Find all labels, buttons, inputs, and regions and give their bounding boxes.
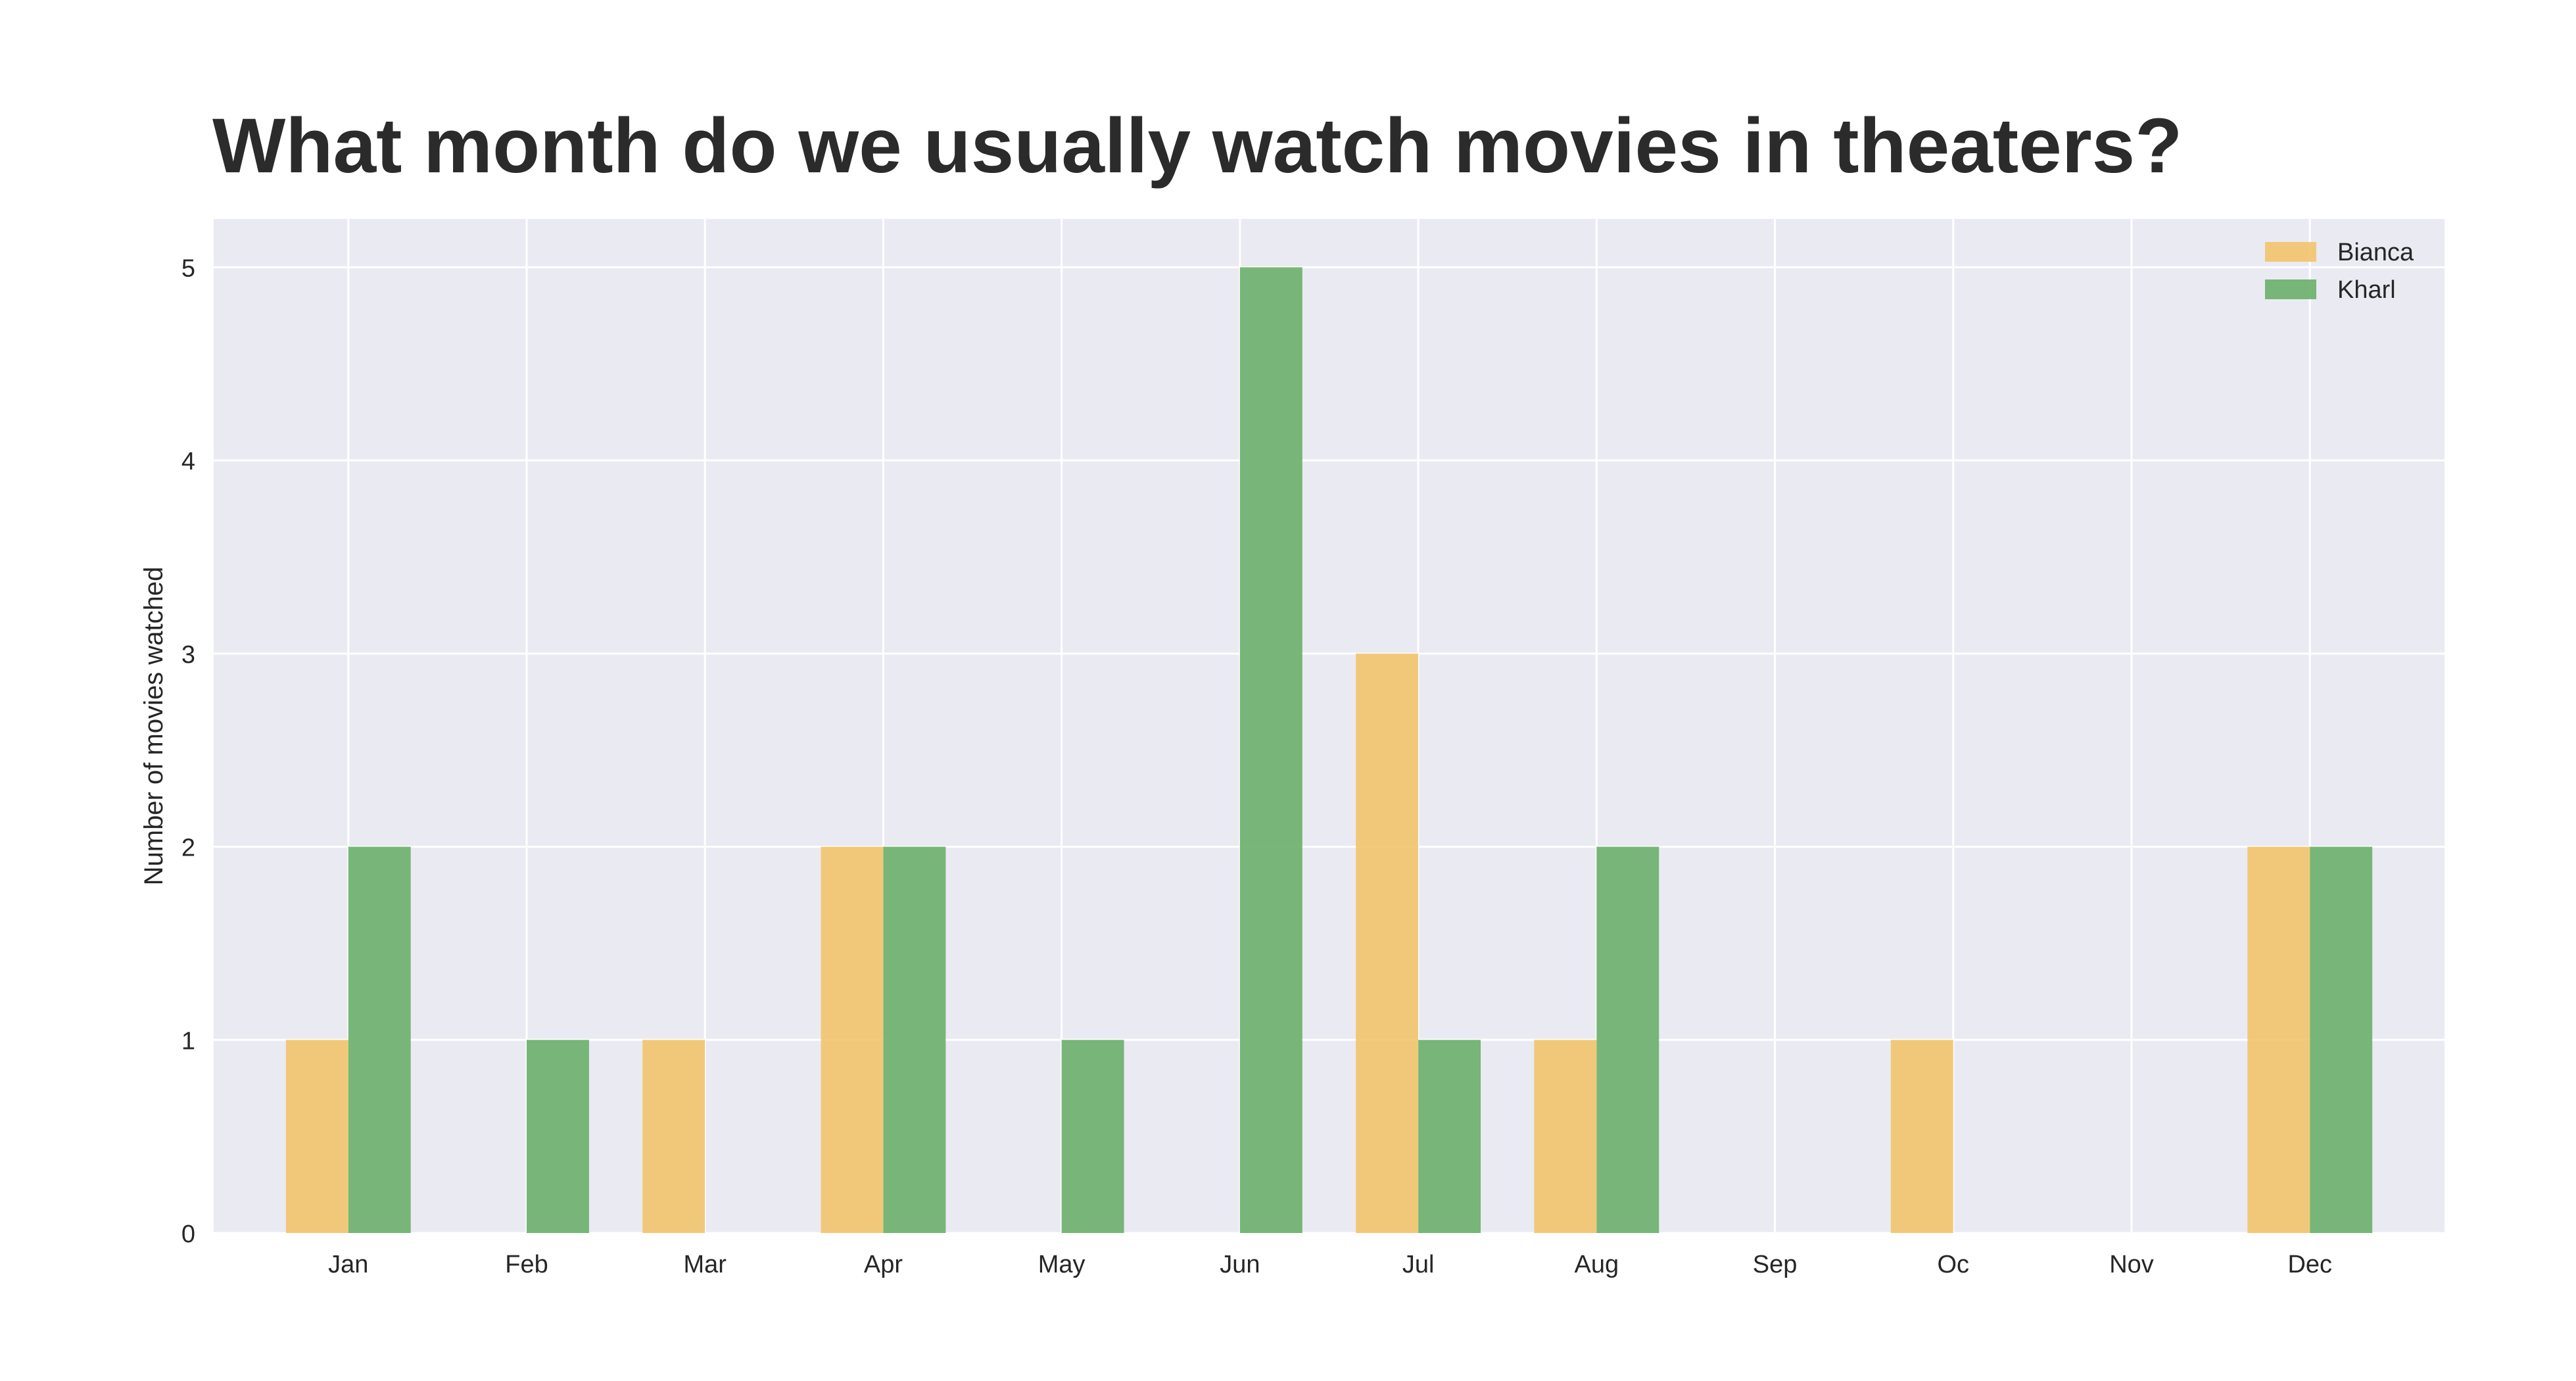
bar-bianca-apr xyxy=(821,846,884,1233)
x-tick-label: Mar xyxy=(683,1251,727,1278)
y-tick-labels: 0 1 2 3 4 5 xyxy=(181,254,195,1248)
x-tick-label: Nov xyxy=(2109,1251,2154,1278)
legend-swatch-kharl xyxy=(2265,279,2316,299)
bar-kharl-jul xyxy=(1418,1040,1481,1233)
bar-bianca-jan xyxy=(285,1040,348,1233)
y-tick-label: 0 xyxy=(181,1221,195,1248)
bar-bianca-dec xyxy=(2247,846,2310,1233)
bar-bianca-aug xyxy=(1534,1040,1597,1233)
bar-kharl-dec xyxy=(2310,846,2373,1233)
legend-label-bianca: Bianca xyxy=(2337,239,2414,266)
bar-kharl-apr xyxy=(883,846,946,1233)
x-tick-label: Oc xyxy=(1937,1251,1969,1278)
x-tick-label: Apr xyxy=(864,1251,903,1278)
bar-bianca-oc xyxy=(1890,1040,1953,1233)
x-tick-label: Feb xyxy=(505,1251,548,1278)
x-tick-label: May xyxy=(1038,1251,1085,1278)
x-tick-label: Jul xyxy=(1402,1251,1435,1278)
x-tick-label: Aug xyxy=(1575,1251,1619,1278)
legend: Bianca Kharl xyxy=(2265,239,2414,304)
chart-title: What month do we usually watch movies in… xyxy=(212,103,2182,189)
bars xyxy=(285,267,2373,1233)
y-tick-label: 5 xyxy=(181,254,195,282)
bar-kharl-jan xyxy=(348,846,411,1233)
y-tick-label: 3 xyxy=(181,641,195,669)
bar-kharl-feb xyxy=(526,1040,589,1233)
bar-kharl-may xyxy=(1061,1040,1124,1233)
legend-swatch-bianca xyxy=(2265,242,2316,262)
bar-kharl-jun xyxy=(1239,267,1302,1233)
x-tick-labels: Jan Feb Mar Apr May Jun Jul Aug Sep Oc Nov Dec xyxy=(328,1251,2332,1278)
y-tick-label: 1 xyxy=(181,1027,195,1055)
bar-bianca-jul xyxy=(1356,653,1419,1233)
bar-kharl-aug xyxy=(1596,846,1659,1233)
y-axis-label: Number of movies watched xyxy=(139,567,168,886)
y-tick-label: 2 xyxy=(181,835,195,862)
bar-bianca-mar xyxy=(642,1040,705,1233)
x-tick-label: Dec xyxy=(2287,1251,2332,1278)
y-tick-label: 4 xyxy=(181,448,195,475)
x-tick-label: Jan xyxy=(328,1251,368,1278)
legend-label-kharl: Kharl xyxy=(2337,276,2396,304)
x-tick-label: Sep xyxy=(1753,1251,1798,1278)
x-tick-label: Jun xyxy=(1220,1251,1260,1278)
